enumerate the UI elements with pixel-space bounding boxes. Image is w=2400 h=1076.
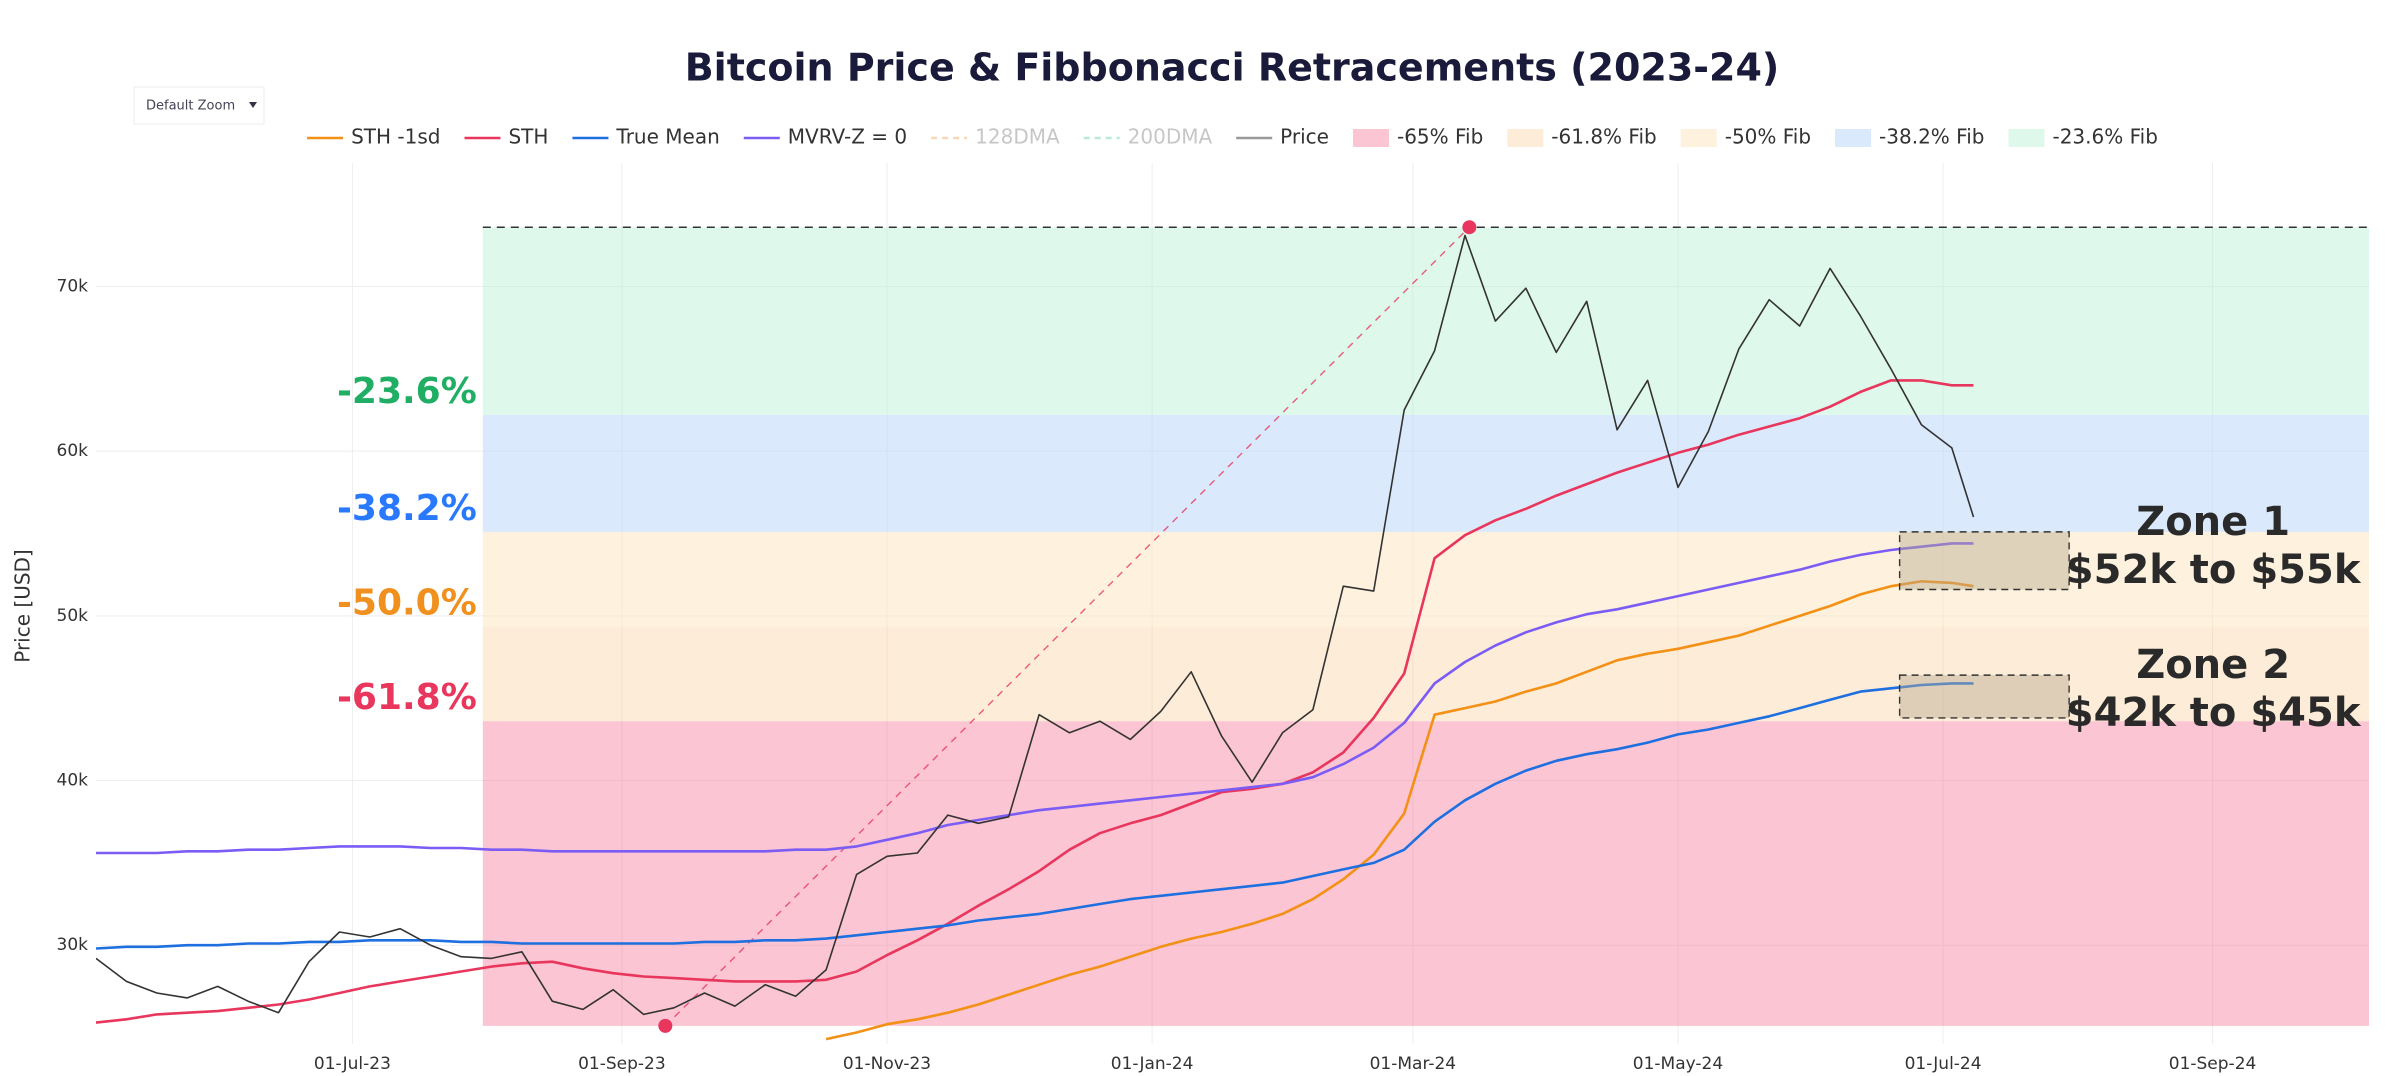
fib-diagonal	[664, 226, 1470, 1027]
legend-swatch	[1680, 129, 1717, 147]
fib-band	[482, 721, 2369, 1026]
zoom-menu[interactable]: Default Zoom	[133, 86, 265, 125]
legend-label: 128DMA	[975, 125, 1060, 149]
lines	[96, 234, 1975, 1041]
legend-label: STH -1sd	[351, 125, 440, 149]
zone-box	[1898, 531, 2070, 591]
legend-label: -23.6% Fib	[2052, 125, 2157, 149]
legend-item: -65% Fib	[1352, 125, 1483, 149]
legend-item: -38.2% Fib	[1835, 125, 1984, 149]
legend-label: STH	[508, 125, 548, 149]
fib-level-label: -23.6%	[337, 371, 477, 412]
y-tick-label: 40k	[57, 771, 89, 791]
y-tick-label: 30k	[57, 935, 89, 955]
series-line	[96, 234, 1975, 1016]
legend-label: -65% Fib	[1397, 125, 1483, 149]
legend-swatch	[1352, 129, 1389, 147]
x-tick-label: 01-Nov-23	[843, 1054, 931, 1074]
legend-label: -61.8% Fib	[1551, 125, 1656, 149]
zoom-menu-label[interactable]: Default Zoom	[146, 99, 235, 114]
legend-item: True Mean	[572, 125, 720, 149]
fib-band	[482, 626, 2369, 722]
zone-label: $52k to $55k	[2066, 547, 2362, 593]
y-axis-label: Price [USD]	[11, 549, 35, 663]
fib-level-label: -61.8%	[337, 677, 477, 718]
zone-title: Zone 1	[2136, 499, 2290, 545]
fib-level-label: -50.0%	[337, 583, 477, 624]
zoom-menu-box[interactable]	[133, 86, 265, 125]
x-tick-label: 01-Mar-24	[1370, 1054, 1457, 1074]
y-tick-label: 60k	[57, 441, 89, 461]
legend-item: -50% Fib	[1680, 125, 1811, 149]
legend-label: 200DMA	[1128, 125, 1213, 149]
legend-item: -23.6% Fib	[2008, 125, 2158, 149]
legend-label: Price	[1280, 125, 1329, 149]
y-tick-label: 50k	[57, 606, 89, 626]
legend-item: STH -1sd	[307, 125, 440, 149]
fib-band	[482, 414, 2369, 532]
series-line	[96, 379, 1974, 1024]
fib-point	[658, 1018, 673, 1033]
legend-item: STH	[464, 125, 548, 149]
bands	[482, 226, 2369, 1027]
zone-box	[1898, 674, 2070, 719]
chart-title: Bitcoin Price & Fibbonacci Retracements …	[685, 46, 1780, 90]
legend-item: MVRV-Z = 0	[743, 125, 907, 149]
x-tick-label: 01-Jul-24	[1905, 1054, 1982, 1074]
legend-swatch	[1835, 129, 1872, 147]
legend: STH -1sd STH True Mean MVRV-Z = 0 128DMA 200D…	[307, 125, 2158, 149]
legend-swatch	[1507, 129, 1544, 147]
legend-label: True Mean	[615, 125, 719, 149]
legend-item: Price	[1236, 125, 1329, 149]
series-line	[96, 682, 1974, 950]
legend-label: -38.2% Fib	[1879, 125, 1984, 149]
annotations: -61.8% -50.0% -38.2% -23.6% Zone 1$52k to $5…	[337, 220, 2362, 1033]
x-tick-label: 01-Jan-24	[1111, 1054, 1194, 1074]
x-tick-label: 01-May-24	[1633, 1054, 1723, 1074]
fib-point	[1462, 220, 1477, 235]
zone-label: $42k to $45k	[2066, 690, 2362, 736]
series-line	[96, 542, 1974, 855]
legend-label: MVRV-Z = 0	[788, 125, 907, 149]
legend-swatch	[2008, 129, 2045, 147]
legend-item: 200DMA	[1083, 125, 1213, 149]
legend-item: 128DMA	[931, 125, 1060, 149]
zone-title: Zone 2	[2136, 642, 2290, 688]
x-tick-label: 01-Sep-23	[578, 1054, 666, 1074]
x-tick-label: 01-Jul-23	[314, 1054, 391, 1074]
fib-band	[482, 227, 2369, 415]
y-tick-label: 70k	[57, 277, 89, 297]
x-tick-label: 01-Sep-24	[2169, 1054, 2257, 1074]
fib-level-label: -38.2%	[337, 488, 477, 529]
legend-label: -50% Fib	[1725, 125, 1811, 149]
legend-item: -61.8% Fib	[1507, 125, 1657, 149]
series-line	[825, 580, 1974, 1041]
zoom-menu-arrow[interactable]	[249, 102, 257, 108]
fib-band	[482, 531, 2369, 627]
